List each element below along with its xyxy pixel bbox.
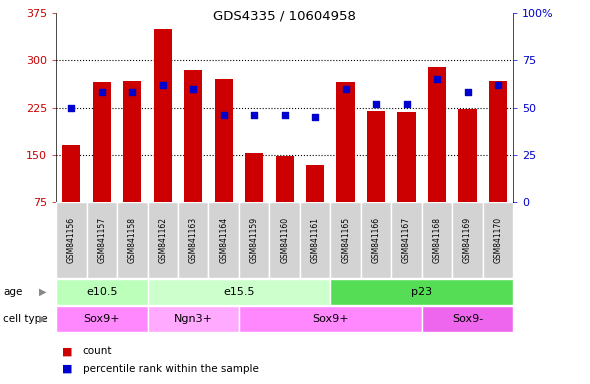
FancyBboxPatch shape [148, 306, 239, 332]
Bar [123, 81, 142, 202]
Point [310, 114, 320, 120]
Point [219, 112, 228, 118]
FancyBboxPatch shape [87, 202, 117, 278]
Point [127, 89, 137, 96]
Bar [184, 70, 202, 202]
Point [493, 82, 503, 88]
Text: GSM841170: GSM841170 [494, 217, 503, 263]
Point [67, 104, 76, 111]
FancyBboxPatch shape [239, 202, 270, 278]
Bar [458, 109, 477, 202]
Bar [306, 165, 325, 202]
FancyBboxPatch shape [483, 202, 513, 278]
FancyBboxPatch shape [300, 202, 330, 278]
Text: GSM841167: GSM841167 [402, 217, 411, 263]
Bar [245, 153, 263, 202]
Point [432, 76, 442, 83]
Text: GSM841168: GSM841168 [432, 217, 441, 263]
Point [97, 89, 106, 96]
FancyBboxPatch shape [56, 279, 148, 305]
Bar [428, 67, 446, 202]
Text: count: count [83, 346, 112, 356]
Text: p23: p23 [411, 287, 432, 297]
FancyBboxPatch shape [453, 202, 483, 278]
Text: GSM841163: GSM841163 [189, 217, 198, 263]
Text: GSM841164: GSM841164 [219, 217, 228, 263]
Point [372, 101, 381, 107]
Text: GSM841169: GSM841169 [463, 217, 472, 263]
Text: Ngn3+: Ngn3+ [173, 314, 213, 324]
Text: ▶: ▶ [39, 287, 46, 297]
FancyBboxPatch shape [56, 306, 148, 332]
Bar [367, 111, 385, 202]
Point [188, 86, 198, 92]
Bar [489, 81, 507, 202]
FancyBboxPatch shape [270, 202, 300, 278]
Text: GSM841162: GSM841162 [158, 217, 167, 263]
FancyBboxPatch shape [208, 202, 239, 278]
Point [463, 89, 472, 96]
Bar [398, 112, 416, 202]
Bar [93, 83, 111, 202]
Text: Sox9-: Sox9- [452, 314, 483, 324]
FancyBboxPatch shape [422, 202, 453, 278]
FancyBboxPatch shape [239, 306, 422, 332]
FancyBboxPatch shape [178, 202, 208, 278]
Text: e15.5: e15.5 [223, 287, 255, 297]
FancyBboxPatch shape [361, 202, 391, 278]
FancyBboxPatch shape [148, 279, 330, 305]
FancyBboxPatch shape [330, 279, 513, 305]
Bar [153, 29, 172, 202]
Text: GDS4335 / 10604958: GDS4335 / 10604958 [213, 10, 356, 23]
Bar [276, 156, 294, 202]
Point [341, 86, 350, 92]
Text: GSM841157: GSM841157 [97, 217, 106, 263]
Point [280, 112, 289, 118]
Text: GSM841165: GSM841165 [341, 217, 350, 263]
Text: GSM841156: GSM841156 [67, 217, 76, 263]
Text: age: age [3, 287, 22, 297]
Text: GSM841161: GSM841161 [311, 217, 320, 263]
FancyBboxPatch shape [422, 306, 513, 332]
Text: GSM841158: GSM841158 [128, 217, 137, 263]
FancyBboxPatch shape [56, 202, 87, 278]
Text: Sox9+: Sox9+ [83, 314, 120, 324]
Text: ■: ■ [62, 346, 73, 356]
FancyBboxPatch shape [117, 202, 148, 278]
Point [250, 112, 259, 118]
Text: e10.5: e10.5 [86, 287, 117, 297]
Text: cell type: cell type [3, 314, 48, 324]
Text: ▶: ▶ [39, 314, 46, 324]
FancyBboxPatch shape [148, 202, 178, 278]
Text: ■: ■ [62, 364, 73, 374]
FancyBboxPatch shape [330, 202, 361, 278]
Text: percentile rank within the sample: percentile rank within the sample [83, 364, 258, 374]
Text: GSM841160: GSM841160 [280, 217, 289, 263]
Point [402, 101, 411, 107]
Bar [215, 79, 233, 202]
Text: GSM841166: GSM841166 [372, 217, 381, 263]
Bar [336, 83, 355, 202]
Text: GSM841159: GSM841159 [250, 217, 258, 263]
Bar [62, 145, 80, 202]
Text: Sox9+: Sox9+ [312, 314, 349, 324]
FancyBboxPatch shape [391, 202, 422, 278]
Point [158, 82, 168, 88]
